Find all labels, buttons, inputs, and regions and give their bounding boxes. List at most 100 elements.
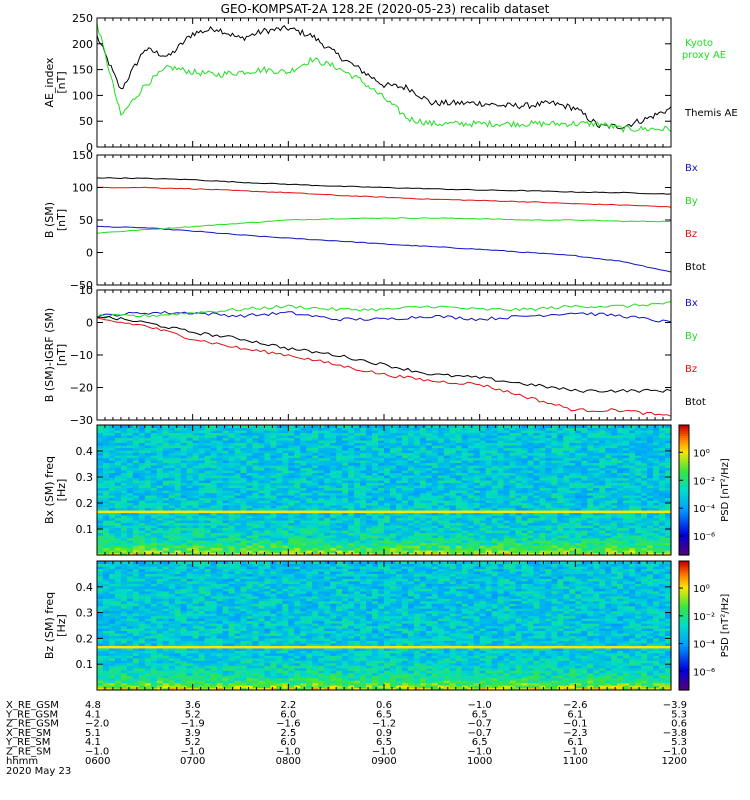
spectrogram-cell — [282, 542, 289, 546]
spectrogram-cell — [300, 495, 307, 499]
spectrogram-cell — [198, 545, 206, 549]
spectrogram-cell — [150, 525, 158, 529]
spectrogram-cell — [419, 477, 427, 481]
spectrogram-cell — [186, 462, 194, 466]
spectrogram-cell — [431, 532, 439, 536]
spectrogram-cell — [138, 432, 146, 436]
spectrogram-cell — [348, 465, 355, 469]
spectrogram-cell — [324, 512, 331, 516]
spectrogram-cell — [294, 537, 301, 541]
spectrogram-cell — [587, 507, 594, 511]
spectrogram-cell — [138, 457, 146, 461]
spectrogram-cell — [533, 482, 541, 486]
spectrogram-cell — [491, 457, 499, 461]
spectrogram-cell — [282, 442, 289, 446]
spectrogram-cell — [330, 520, 337, 524]
spectrogram-cell — [102, 455, 110, 459]
spectrogram-cell — [575, 525, 582, 529]
spectrogram-cell — [222, 467, 230, 471]
spectrogram-cell — [372, 545, 379, 549]
spectrogram-cell — [360, 532, 367, 536]
spectrogram-cell — [97, 467, 104, 471]
spectrogram-cell — [114, 427, 122, 431]
spectrogram-cell — [144, 487, 152, 491]
spectrogram-cell — [509, 442, 517, 446]
spectrogram-cell — [563, 445, 570, 449]
spectrogram-cell — [413, 447, 421, 451]
spectrogram-cell — [108, 537, 116, 541]
spectrogram-cell — [372, 440, 379, 444]
spectrogram-cell — [132, 487, 140, 491]
spectrogram-cell — [425, 520, 433, 524]
spectrogram-cell — [569, 445, 576, 449]
spectrogram-cell — [497, 457, 505, 461]
spectrogram-cell — [378, 430, 385, 434]
spectrogram-cell — [503, 470, 511, 474]
spectrogram-cell — [228, 480, 236, 484]
spectrogram-cell — [120, 460, 128, 464]
spectrogram-cell — [575, 442, 582, 446]
spectrogram-cell — [192, 507, 200, 511]
spectrogram-cell — [330, 535, 337, 539]
spectrogram-cell — [138, 547, 146, 551]
spectrogram-cell — [593, 540, 600, 544]
spectrogram-cell — [162, 497, 170, 501]
spectrogram-cell — [503, 452, 511, 456]
spectrogram-cell — [360, 430, 367, 434]
spectrogram-cell — [102, 510, 110, 514]
spectrogram-cell — [300, 432, 307, 436]
spectrogram-cell — [132, 492, 140, 496]
spectrogram-cell — [270, 477, 277, 481]
spectrogram-cell — [138, 495, 146, 499]
spectrogram-cell — [413, 510, 421, 514]
spectrogram-cell — [437, 425, 445, 429]
spectrogram-cell — [282, 515, 289, 519]
spectrogram-cell — [120, 437, 128, 441]
spectrogram-cell — [168, 447, 176, 451]
y-tick-label: −20 — [70, 382, 93, 395]
spectrogram-cell — [294, 510, 301, 514]
spectrogram-cell — [443, 490, 451, 494]
spectrogram-cell — [497, 495, 505, 499]
spectrogram-cell — [545, 442, 553, 446]
spectrogram-cell — [431, 425, 439, 429]
spectrogram-cell — [306, 542, 313, 546]
spectrogram-cell — [120, 517, 128, 521]
spectrogram-cell — [467, 445, 475, 449]
spectrogram-cell — [330, 477, 337, 481]
spectrogram-cell — [258, 427, 266, 431]
spectrogram-cell — [605, 520, 612, 524]
spectrogram-cell — [485, 490, 493, 494]
spectrogram-cell — [557, 530, 564, 534]
spectrogram-cell — [378, 485, 385, 489]
spectrogram-cell — [150, 472, 158, 476]
spectrogram-cell — [216, 507, 224, 511]
spectrogram-cell — [114, 510, 122, 514]
spectrogram-cell — [162, 525, 170, 529]
spectrogram-cell — [425, 525, 433, 529]
spectrogram-cell — [150, 462, 158, 466]
spectrogram-cell — [521, 440, 529, 444]
spectrogram-cell — [102, 547, 110, 551]
spectrogram-cell — [108, 470, 116, 474]
spectrogram-cell — [545, 452, 553, 456]
spectrogram-cell — [108, 545, 116, 549]
spectrogram-cell — [294, 487, 301, 491]
spectrogram-cell — [150, 505, 158, 509]
spectrogram-cell — [138, 435, 146, 439]
spectrogram-cell — [258, 547, 266, 551]
spectrogram-cell — [467, 430, 475, 434]
spectrogram-cell — [102, 530, 110, 534]
spectrogram-cell — [276, 497, 283, 501]
spectrogram-cell — [294, 527, 301, 531]
series-line-themis-ae — [96, 24, 672, 130]
spectrogram-cell — [539, 515, 547, 519]
spectrogram-cell — [150, 477, 158, 481]
spectrogram-cell — [114, 500, 122, 504]
spectrogram-cell — [443, 457, 451, 461]
spectrogram-cell — [114, 475, 122, 479]
spectrogram-cell — [401, 482, 409, 486]
spectrogram-cell — [527, 460, 535, 464]
spectrogram-cell — [587, 495, 594, 499]
spectrogram-cell — [288, 447, 295, 451]
